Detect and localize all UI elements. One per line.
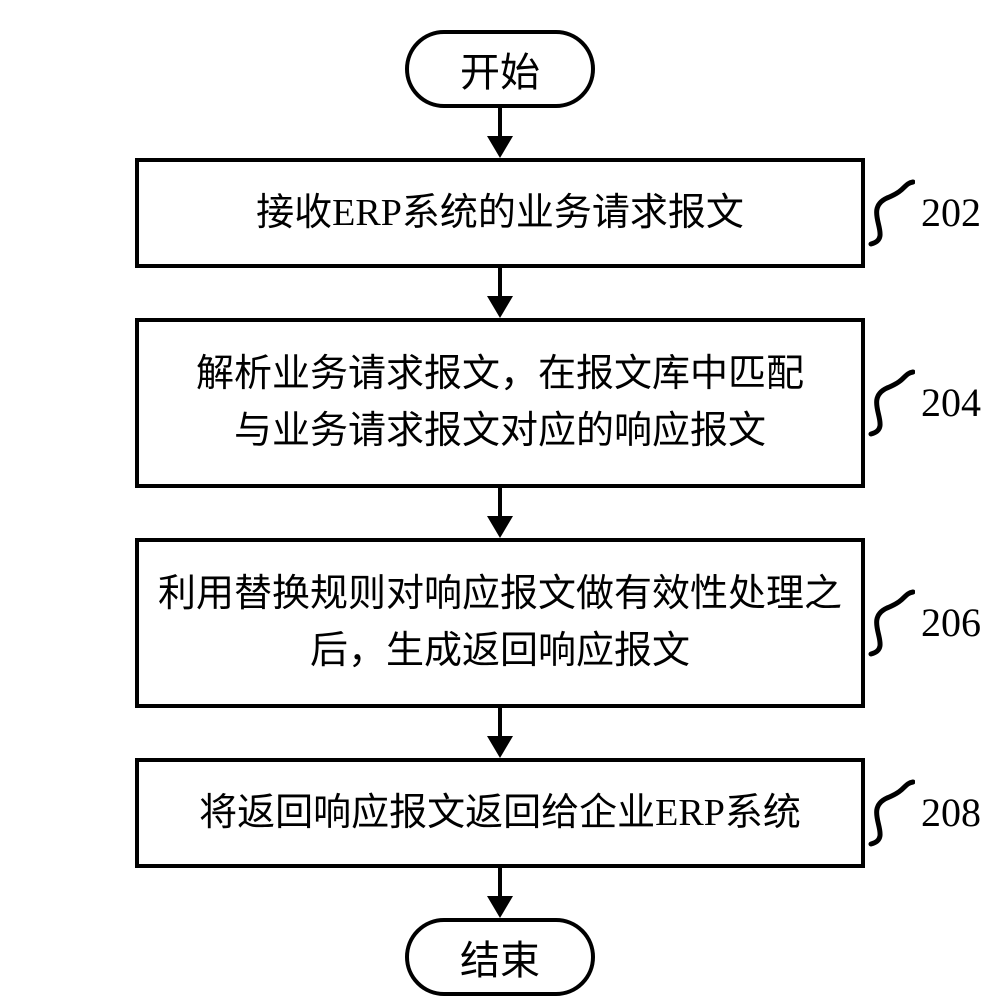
- process-204: 解析业务请求报文，在报文库中匹配 与业务请求报文对应的响应报文 204: [135, 318, 865, 488]
- process-202: 接收ERP系统的业务请求报文 202: [135, 158, 865, 268]
- label-wrap-202: 202: [867, 178, 981, 248]
- label-208: 208: [921, 783, 981, 843]
- process-202-text: 接收ERP系统的业务请求报文: [256, 185, 744, 242]
- arrow-start-to-202: [70, 108, 930, 158]
- label-206: 206: [921, 593, 981, 653]
- arrow-204-to-206: [70, 488, 930, 538]
- arrow-206-to-208: [70, 708, 930, 758]
- terminator-end-text: 结束: [460, 928, 540, 986]
- process-206-text: 利用替换规则对响应报文做有效性处理之 后，生成返回响应报文: [158, 566, 842, 680]
- process-208: 将返回响应报文返回给企业ERP系统 208: [135, 758, 865, 868]
- arrow-202-to-204: [70, 268, 930, 318]
- squiggle-icon: [867, 778, 915, 848]
- arrow-208-to-end: [70, 868, 930, 918]
- process-204-text: 解析业务请求报文，在报文库中匹配 与业务请求报文对应的响应报文: [196, 346, 804, 460]
- terminator-end: 结束: [405, 918, 595, 996]
- process-206: 利用替换规则对响应报文做有效性处理之 后，生成返回响应报文 206: [135, 538, 865, 708]
- terminator-start: 开始: [405, 30, 595, 108]
- flowchart-diagram: 开始 接收ERP系统的业务请求报文 202 解析业务请求报文，在报文库中匹配 与…: [70, 30, 930, 996]
- squiggle-icon: [867, 178, 915, 248]
- terminator-start-text: 开始: [460, 40, 540, 98]
- squiggle-icon: [867, 588, 915, 658]
- process-208-text: 将返回响应报文返回给企业ERP系统: [199, 785, 801, 842]
- squiggle-icon: [867, 368, 915, 438]
- label-wrap-206: 206: [867, 588, 981, 658]
- label-wrap-204: 204: [867, 368, 981, 438]
- label-204: 204: [921, 373, 981, 433]
- label-wrap-208: 208: [867, 778, 981, 848]
- label-202: 202: [921, 183, 981, 243]
